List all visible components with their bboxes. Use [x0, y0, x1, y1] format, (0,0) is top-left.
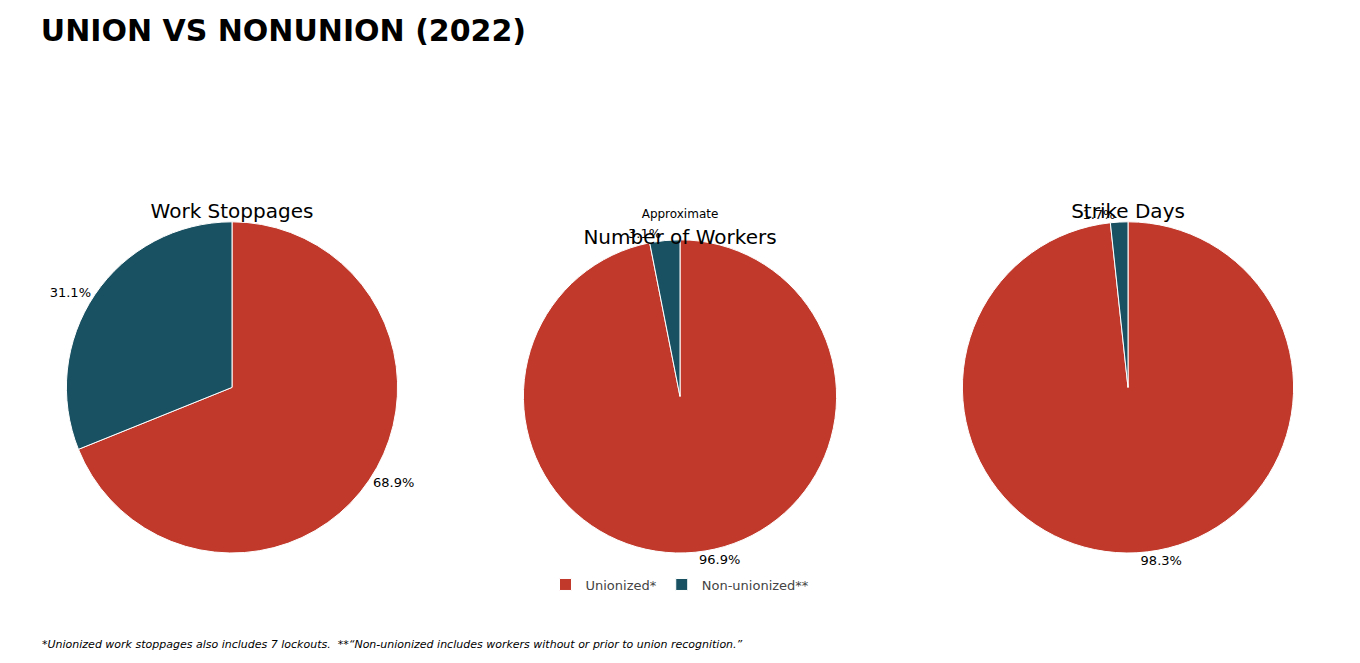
svg-text:*Unionized work stoppages also: *Unionized work stoppages also includes …: [42, 638, 743, 651]
svg-text:3.1%: 3.1%: [628, 226, 661, 241]
svg-text:Strike Days: Strike Days: [1071, 199, 1185, 223]
svg-text:Non-unionized**: Non-unionized**: [702, 578, 809, 593]
svg-text:Work Stoppages: Work Stoppages: [151, 199, 314, 223]
svg-text:68.9%: 68.9%: [373, 475, 414, 490]
svg-text:Unionized*: Unionized*: [586, 578, 657, 593]
svg-text:ApproximateNumber of Workers: ApproximateNumber of Workers: [583, 207, 776, 249]
svg-text:31.1%: 31.1%: [50, 285, 91, 300]
svg-text:96.9%: 96.9%: [699, 552, 740, 567]
svg-text:98.3%: 98.3%: [1141, 553, 1182, 568]
svg-text:1.7%: 1.7%: [1082, 207, 1115, 222]
svg-text:UNION VS NONUNION (2022): UNION VS NONUNION (2022): [41, 13, 526, 48]
